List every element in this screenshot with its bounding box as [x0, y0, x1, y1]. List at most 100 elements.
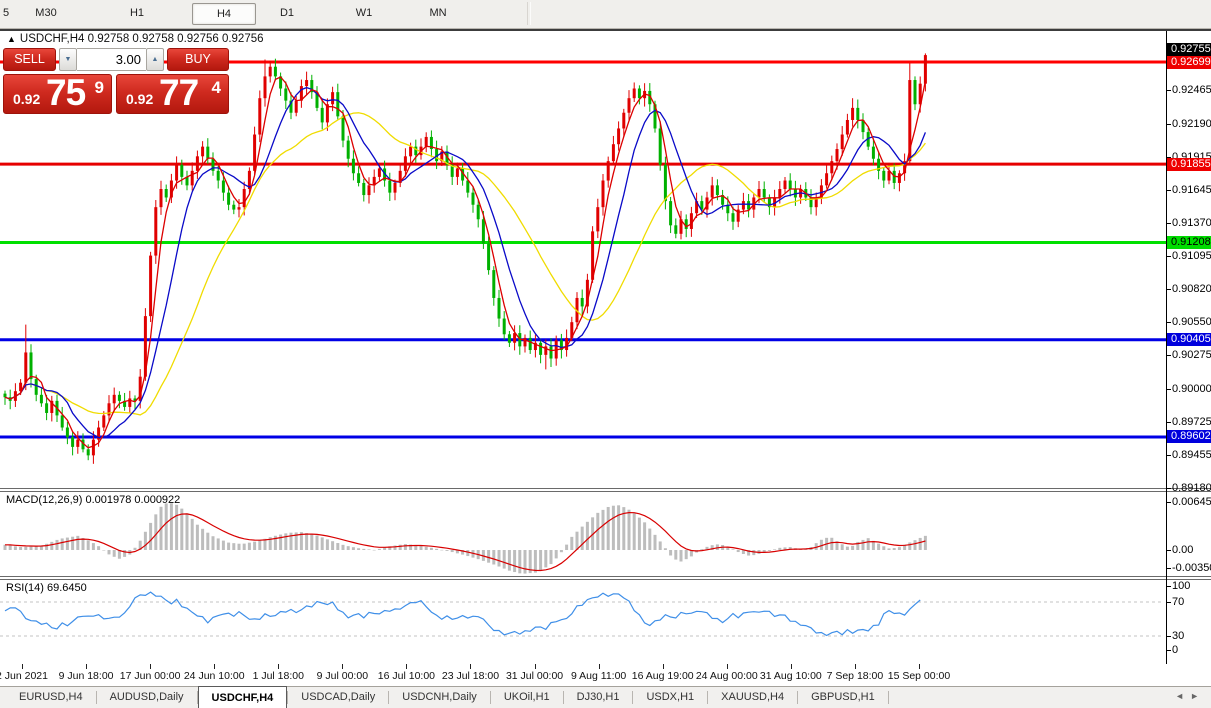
one-click-trading-panel: SELL ▼ 3.00 ▲ BUY 0.92 75 9 0.92 77 4	[3, 48, 229, 114]
chart-tab-AUDUSD,Daily[interactable]: AUDUSD,Daily	[109, 691, 184, 703]
price-tick	[1167, 123, 1171, 125]
time-tick	[406, 664, 408, 669]
rsi-axis-label: 30	[1172, 630, 1185, 642]
sell-price-quote[interactable]: 0.92 75 9	[3, 72, 112, 114]
panel-separator	[0, 579, 1211, 580]
chart-tab-XAUUSD,H4[interactable]: XAUUSD,H4	[721, 691, 785, 703]
buy-button[interactable]: BUY	[167, 48, 229, 71]
rsi-axis-tick	[1167, 636, 1171, 637]
chevron-up-icon: ▲	[151, 56, 159, 63]
timeframe-button-W1[interactable]: W1	[355, 7, 373, 19]
rsi-indicator-canvas[interactable]	[0, 580, 1166, 664]
time-label: 1 Jul 18:00	[252, 670, 304, 682]
time-tick	[470, 664, 472, 669]
rsi-axis-tick	[1167, 650, 1171, 651]
chart-tab-USDCAD,Daily[interactable]: USDCAD,Daily	[301, 691, 376, 703]
tab-separator	[95, 691, 97, 704]
price-chart-canvas[interactable]	[0, 31, 1166, 488]
sell-button[interactable]: SELL	[3, 48, 56, 71]
sell-price-pipette: 9	[94, 78, 104, 97]
collapse-arrow-icon[interactable]: ▲	[7, 34, 16, 44]
price-tick-label: 0.89455	[1172, 448, 1211, 461]
timeframe-button-M30[interactable]: M30	[35, 7, 57, 19]
time-tick	[214, 664, 216, 669]
price-tick-label: 0.90550	[1172, 316, 1211, 329]
macd-axis-label: 0.006451	[1172, 495, 1211, 508]
time-tick	[278, 664, 280, 669]
tab-scroll-arrows[interactable]: ◄►	[1175, 691, 1205, 701]
buy-price-big: 77	[159, 72, 199, 113]
chart-tab-GBPUSD,H1[interactable]: GBPUSD,H1	[811, 691, 875, 703]
tab-separator	[887, 691, 889, 704]
tab-separator	[388, 691, 390, 704]
time-label: 9 Aug 11:00	[570, 670, 627, 682]
time-label: 17 Jun 00:00	[119, 670, 181, 682]
price-tick	[1167, 90, 1171, 92]
tab-separator	[707, 691, 709, 704]
macd-indicator-canvas[interactable]	[0, 492, 1166, 576]
time-tick	[854, 664, 856, 669]
tab-separator	[287, 691, 289, 704]
sell-price-big: 75	[46, 72, 86, 113]
price-tag-0.91855: 0.91855	[1167, 157, 1211, 171]
time-label: 24 Aug 00:00	[695, 670, 758, 682]
tab-separator	[562, 691, 564, 704]
timeframe-button-H4[interactable]: H4	[192, 3, 256, 25]
chart-tab-DJ30,H1[interactable]: DJ30,H1	[576, 691, 620, 703]
price-tick	[1167, 289, 1171, 291]
price-tick	[1167, 256, 1171, 258]
timeframe-toolbar: 5 M30 H1 H4 D1 W1 MN	[0, 0, 1211, 29]
chart-ohlc-text: USDCHF,H4 0.92758 0.92758 0.92756 0.9275…	[19, 33, 264, 45]
price-tick-label: 0.92465	[1172, 84, 1211, 97]
price-tick	[1167, 388, 1171, 390]
price-tick	[1167, 156, 1171, 158]
chart-tab-UKOil,H1[interactable]: UKOil,H1	[503, 691, 550, 703]
time-label: 24 Jun 10:00	[183, 670, 245, 682]
time-tick	[918, 664, 920, 669]
timeframe-button-5[interactable]: 5	[2, 7, 10, 19]
buy-price-pipette: 4	[211, 78, 221, 97]
panel-separator[interactable]	[0, 576, 1211, 577]
panel-separator	[0, 491, 1211, 492]
chart-tab-USDCNH,Daily[interactable]: USDCNH,Daily	[402, 691, 477, 703]
price-tag-0.92699: 0.92699	[1167, 55, 1211, 69]
time-tick	[22, 664, 23, 669]
price-tick-label: 0.90275	[1172, 349, 1211, 362]
chart-tab-EURUSD,H4[interactable]: EURUSD,H4	[19, 691, 83, 703]
price-tick	[1167, 454, 1171, 456]
macd-axis-tick	[1167, 550, 1171, 551]
volume-increase-button[interactable]: ▲	[146, 48, 164, 71]
price-tick-label: 0.90000	[1172, 382, 1211, 395]
time-axis[interactable]: 2 Jun 2021 9 Jun 18:00 17 Jun 00:00 24 Jun …	[0, 664, 1211, 686]
rsi-axis-label: 100	[1172, 580, 1191, 592]
rsi-axis-label: 70	[1172, 596, 1185, 608]
chart-tab-USDCHF,H4[interactable]: USDCHF,H4	[197, 686, 288, 708]
macd-axis-tick	[1167, 568, 1171, 569]
time-label: 15 Sep 00:00	[887, 670, 951, 682]
timeframe-button-H1[interactable]: H1	[129, 7, 145, 19]
price-axis[interactable]: 0.924650.921900.919150.916450.913700.910…	[1167, 31, 1211, 666]
macd-axis-label: 0.00	[1172, 544, 1194, 556]
time-label: 31 Jul 00:00	[505, 670, 564, 682]
price-tick-label: 0.89725	[1172, 416, 1211, 429]
tab-separator	[489, 691, 491, 704]
price-tag-0.90405: 0.90405	[1167, 333, 1211, 347]
price-tick	[1167, 488, 1171, 490]
time-label: 16 Jul 10:00	[377, 670, 436, 682]
time-tick	[150, 664, 152, 669]
price-tick-label: 0.91645	[1172, 183, 1211, 196]
buy-price-quote[interactable]: 0.92 77 4	[116, 72, 229, 114]
price-tick-label: 0.91370	[1172, 216, 1211, 229]
time-tick	[86, 664, 88, 669]
panel-separator[interactable]	[0, 488, 1211, 489]
toolbar-separator	[527, 2, 531, 25]
price-tick-label: 0.91095	[1172, 250, 1211, 263]
timeframe-button-D1[interactable]: D1	[279, 7, 295, 19]
price-tick	[1167, 422, 1171, 424]
timeframe-button-MN[interactable]: MN	[429, 7, 447, 19]
volume-decrease-button[interactable]: ▼	[59, 48, 77, 71]
time-tick	[790, 664, 792, 669]
chart-tab-USDX,H1[interactable]: USDX,H1	[646, 691, 695, 703]
time-tick	[598, 664, 600, 669]
volume-input[interactable]: 3.00	[77, 48, 146, 71]
